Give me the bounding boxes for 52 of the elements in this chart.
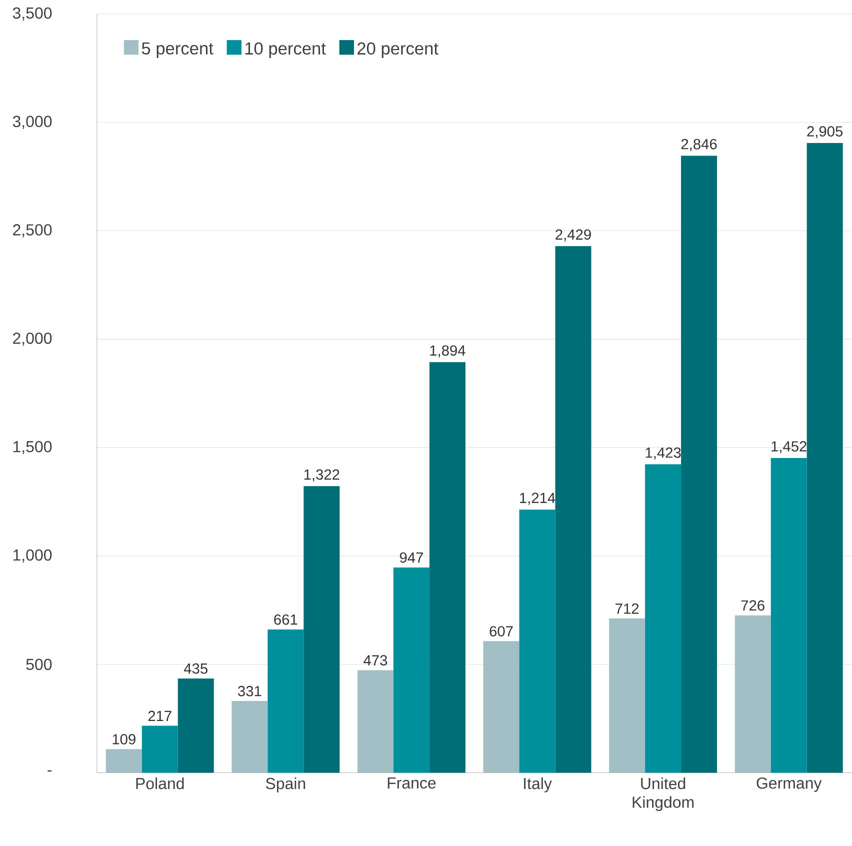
legend-label: 20 percent bbox=[358, 42, 438, 58]
x-tick-label: Poland bbox=[136, 778, 184, 790]
bar bbox=[806, 143, 843, 773]
bar bbox=[609, 618, 646, 773]
bar bbox=[645, 464, 682, 773]
bar bbox=[142, 726, 178, 773]
bar bbox=[770, 458, 807, 773]
bar bbox=[555, 246, 592, 773]
legend-label: 5 percent bbox=[142, 42, 214, 58]
data-label: 217 bbox=[148, 710, 172, 722]
legend-label: 10 percent bbox=[245, 42, 326, 58]
bar bbox=[681, 156, 718, 773]
data-label: 2,429 bbox=[556, 229, 591, 242]
bar bbox=[232, 701, 268, 773]
y-tick-label: 2,500 bbox=[13, 224, 52, 238]
data-label: 1,423 bbox=[646, 448, 681, 460]
data-label: 1,322 bbox=[304, 469, 340, 482]
data-label: 1,894 bbox=[430, 345, 466, 358]
bar bbox=[393, 568, 430, 773]
bar bbox=[178, 678, 214, 773]
bar bbox=[483, 641, 520, 773]
y-tick-label: - bbox=[48, 770, 52, 772]
x-tick-label: Italy bbox=[524, 778, 552, 793]
data-label: 109 bbox=[112, 734, 136, 745]
x-tick-label: France bbox=[388, 778, 436, 789]
y-tick-label: 3,000 bbox=[12, 116, 52, 130]
y-tick-label: 500 bbox=[26, 658, 52, 670]
data-label: 2,846 bbox=[681, 139, 717, 152]
y-tick-label: 1,500 bbox=[13, 441, 52, 454]
data-label: 712 bbox=[616, 604, 639, 614]
data-label: 726 bbox=[741, 600, 764, 611]
bar bbox=[357, 670, 394, 773]
data-label: 947 bbox=[400, 552, 423, 563]
y-tick-label: 2,000 bbox=[13, 332, 52, 346]
bar bbox=[429, 362, 466, 773]
x-tick-label: Germany bbox=[756, 778, 822, 792]
y-tick-label: 3,500 bbox=[12, 8, 52, 21]
bar bbox=[268, 630, 304, 773]
data-label: 607 bbox=[490, 626, 513, 637]
data-label: 2,905 bbox=[807, 126, 843, 138]
data-label: 661 bbox=[274, 614, 298, 625]
data-label: 435 bbox=[184, 664, 208, 674]
x-tick-label: United Kingdom bbox=[632, 778, 694, 812]
bar bbox=[519, 510, 556, 773]
bar bbox=[304, 486, 340, 773]
x-tick-label: Spain bbox=[266, 778, 306, 793]
y-tick-label: 1,000 bbox=[13, 549, 52, 563]
data-label: 473 bbox=[364, 655, 388, 666]
bar bbox=[734, 615, 771, 773]
bar bbox=[106, 749, 142, 773]
data-label: 1,452 bbox=[772, 441, 806, 454]
data-label: 331 bbox=[238, 686, 262, 696]
